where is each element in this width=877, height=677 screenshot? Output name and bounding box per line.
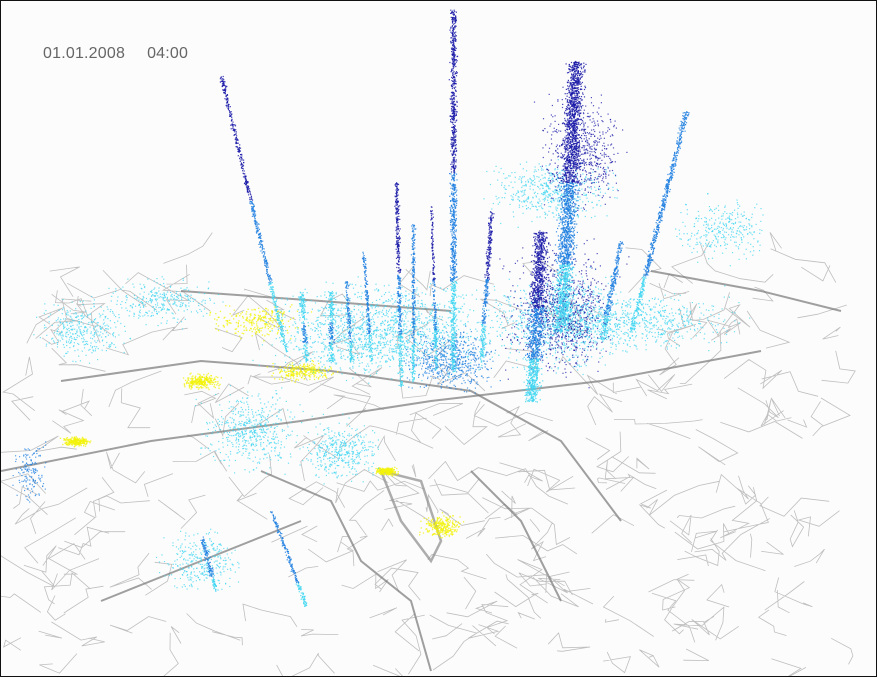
activity-columns [200, 9, 690, 607]
road-network [1, 232, 856, 676]
highlight-areas [59, 304, 465, 539]
activity-point-clouds [12, 86, 764, 590]
time-label: 04:00 [147, 45, 189, 62]
date-label: 01.01.2008 [43, 45, 126, 62]
timestamp-label: 01.01.2008 04:00 [43, 45, 210, 63]
